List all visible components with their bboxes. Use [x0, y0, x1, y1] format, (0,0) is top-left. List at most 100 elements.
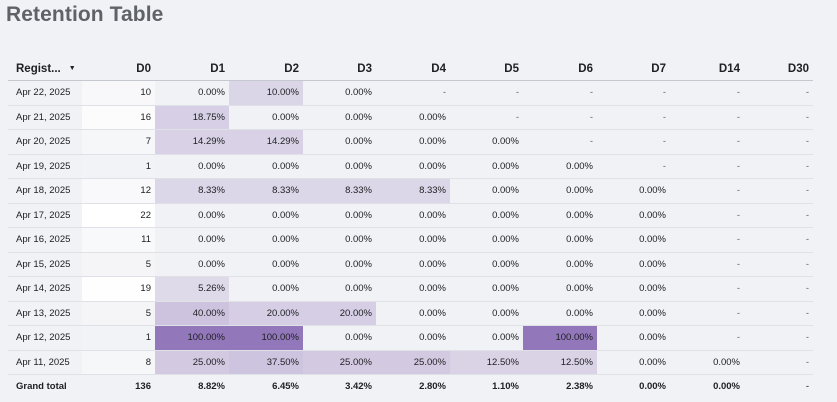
- retention-cell: -: [670, 105, 744, 130]
- retention-cell: 0.00%: [597, 252, 670, 277]
- retention-cell: 5.26%: [155, 276, 229, 302]
- retention-cell: 0.00%: [376, 129, 450, 155]
- column-header-d5[interactable]: D5: [450, 57, 523, 81]
- retention-cell: 25.00%: [155, 350, 229, 375]
- registration-date-cell: Apr 15, 2025: [8, 252, 82, 277]
- column-header-d6[interactable]: D6: [523, 57, 597, 81]
- table-row: Apr 17, 2025 22 0.00% 0.00% 0.00% 0.00% 0.00% 0…: [8, 203, 813, 228]
- retention-cell: -: [670, 227, 744, 253]
- retention-cell: -: [744, 350, 813, 375]
- column-header-d14[interactable]: D14: [670, 57, 744, 81]
- retention-cell: 0.00%: [303, 227, 376, 253]
- page-title: Retention Table: [6, 3, 164, 26]
- column-header-registration-date[interactable]: Regist... ▼: [8, 57, 82, 81]
- retention-cell: -: [744, 325, 813, 351]
- retention-cell: 0.00%: [523, 301, 597, 326]
- retention-cell: 0.00%: [303, 276, 376, 302]
- column-header-d0[interactable]: D0: [82, 57, 155, 81]
- table-row: Apr 12, 2025 1 100.00% 100.00% 0.00% 0.00% 0.0…: [8, 325, 813, 351]
- retention-cell: 0.00%: [597, 227, 670, 253]
- retention-cell: 18.75%: [155, 105, 229, 130]
- retention-cell: 3.42%: [345, 381, 372, 393]
- column-header-d3[interactable]: D3: [303, 57, 376, 81]
- registration-date-cell: Apr 14, 2025: [8, 276, 82, 302]
- retention-cell: 20.00%: [303, 301, 376, 326]
- column-header-d30[interactable]: D30: [744, 57, 813, 81]
- retention-cell: -: [523, 80, 597, 106]
- registration-date-cell: Apr 11, 2025: [8, 350, 82, 375]
- retention-cell: 0.00%: [303, 105, 376, 130]
- column-header-d7[interactable]: D7: [597, 57, 670, 81]
- retention-cell: 100.00%: [523, 325, 597, 351]
- cohort-size-cell: 16: [82, 105, 155, 130]
- column-header-d2[interactable]: D2: [229, 57, 303, 81]
- retention-cell: -: [376, 80, 450, 106]
- registration-date-cell: Apr 21, 2025: [8, 105, 82, 130]
- retention-cell: 0.00%: [523, 154, 597, 179]
- table-row: Apr 13, 2025 5 40.00% 20.00% 20.00% 0.00% 0.00…: [8, 301, 813, 326]
- retention-cell: -: [670, 276, 744, 302]
- retention-cell: 0.00%: [523, 203, 597, 228]
- retention-cell: 0.00%: [376, 105, 450, 130]
- table-row: Apr 21, 2025 16 18.75% 0.00% 0.00% 0.00% - - - - -: [8, 105, 813, 130]
- retention-cell: 0.00%: [303, 154, 376, 179]
- retention-cell: -: [744, 252, 813, 277]
- table-row: Apr 22, 2025 10 0.00% 10.00% 0.00% - - - - - -: [8, 80, 813, 106]
- retention-cell: -: [670, 325, 744, 351]
- retention-cell: 0.00%: [303, 129, 376, 155]
- retention-cell: 0.00%: [597, 178, 670, 204]
- retention-cell: -: [670, 203, 744, 228]
- retention-cell: 8.33%: [155, 178, 229, 204]
- retention-cell: 0.00%: [597, 325, 670, 351]
- retention-cell: -: [597, 80, 670, 106]
- retention-cell: 1.10%: [492, 381, 519, 393]
- retention-cell: 0.00%: [450, 276, 523, 302]
- retention-cell: 0.00%: [450, 301, 523, 326]
- retention-cell: 0.00%: [376, 227, 450, 253]
- retention-cell: -: [744, 80, 813, 106]
- retention-cell: 0.00%: [376, 252, 450, 277]
- retention-cell: -: [744, 227, 813, 253]
- retention-cell: -: [744, 203, 813, 228]
- retention-cell: -: [670, 129, 744, 155]
- registration-date-cell: Apr 20, 2025: [8, 129, 82, 155]
- retention-cell: 8.82%: [198, 381, 225, 393]
- retention-cell: -: [597, 154, 670, 179]
- registration-date-cell: Apr 16, 2025: [8, 227, 82, 253]
- registration-date-cell: Apr 19, 2025: [8, 154, 82, 179]
- retention-cell: 0.00%: [303, 325, 376, 351]
- table-row: Apr 16, 2025 11 0.00% 0.00% 0.00% 0.00% 0.00% 0…: [8, 227, 813, 253]
- cohort-size-cell: 10: [82, 80, 155, 106]
- retention-cell: 14.29%: [155, 129, 229, 155]
- sort-desc-icon[interactable]: ▼: [68, 64, 76, 72]
- retention-cell: 0.00%: [597, 350, 670, 375]
- retention-cell: 0.00%: [303, 80, 376, 106]
- column-header-d1[interactable]: D1: [155, 57, 229, 81]
- retention-cell: -: [805, 381, 809, 393]
- retention-cell: 8.33%: [303, 178, 376, 204]
- retention-cell: 0.00%: [303, 252, 376, 277]
- retention-cell: -: [597, 105, 670, 130]
- retention-cell: 0.00%: [523, 276, 597, 302]
- retention-cell: -: [670, 252, 744, 277]
- retention-cell: 0.00%: [450, 325, 523, 351]
- table-row: Apr 20, 2025 7 14.29% 14.29% 0.00% 0.00% 0.00%…: [8, 129, 813, 155]
- retention-cell: 0.00%: [376, 325, 450, 351]
- retention-cell: 14.29%: [229, 129, 303, 155]
- retention-cell: 0.00%: [450, 203, 523, 228]
- column-header-label: Regist...: [16, 62, 61, 75]
- cohort-size-cell: 136: [135, 381, 151, 393]
- retention-cell: 0.00%: [639, 381, 666, 393]
- retention-cell: 6.45%: [272, 381, 299, 393]
- retention-cell: -: [744, 301, 813, 326]
- retention-cell: 0.00%: [450, 129, 523, 155]
- retention-table: Regist... ▼ D0 D1 D2 D3 D4 D5 D6 D7 D14 D…: [8, 57, 813, 399]
- column-header-d4[interactable]: D4: [376, 57, 450, 81]
- retention-cell: 0.00%: [155, 203, 229, 228]
- retention-cell: -: [744, 276, 813, 302]
- table-body: Apr 22, 2025 10 0.00% 10.00% 0.00% - - - - - - Apr …: [8, 80, 813, 399]
- retention-cell: 12.50%: [523, 350, 597, 375]
- retention-cell: 0.00%: [670, 350, 744, 375]
- retention-cell: 0.00%: [376, 276, 450, 302]
- retention-cell: 0.00%: [523, 227, 597, 253]
